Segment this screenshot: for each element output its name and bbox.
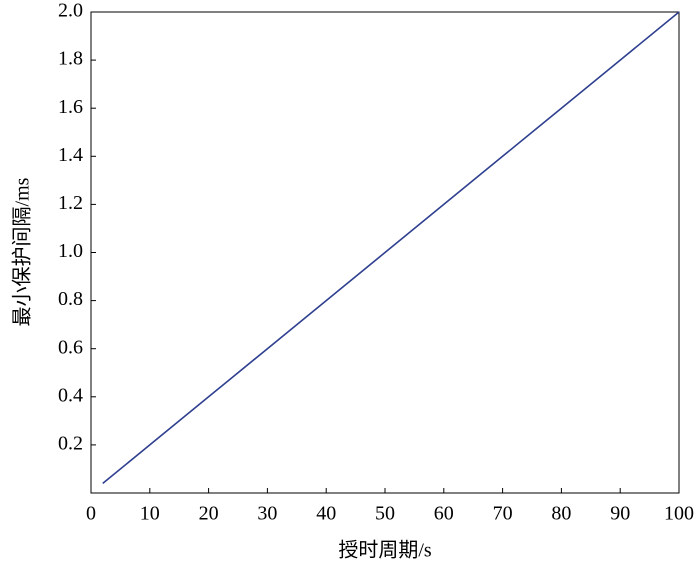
x-tick-label: 80	[551, 503, 571, 525]
x-tick-label: 0	[86, 503, 96, 525]
x-tick-label: 50	[375, 503, 395, 525]
y-tick-label: 0.2	[58, 432, 83, 454]
x-tick-label: 90	[610, 503, 630, 525]
y-tick-label: 0.8	[58, 288, 83, 310]
x-tick-label: 10	[140, 503, 160, 525]
x-tick-label: 20	[199, 503, 219, 525]
y-tick-label: 1.0	[58, 240, 83, 262]
y-tick-label: 2.0	[58, 0, 83, 22]
y-tick-label: 0.4	[58, 384, 83, 406]
x-tick-label: 100	[664, 503, 694, 525]
y-tick-label: 1.6	[58, 96, 83, 118]
x-tick-label: 40	[316, 503, 336, 525]
y-tick-label: 1.2	[58, 192, 83, 214]
data-line	[102, 11, 680, 484]
y-axis-title: 最小保护间隔/ms	[11, 177, 34, 326]
y-tick-label: 1.8	[58, 48, 83, 70]
x-axis-title: 授时周期/s	[338, 539, 432, 562]
x-tick-label: 30	[257, 503, 277, 525]
y-tick-label: 1.4	[58, 144, 83, 166]
y-tick-label: 0.6	[58, 336, 83, 358]
x-tick-label: 60	[434, 503, 454, 525]
x-tick-label: 70	[493, 503, 513, 525]
